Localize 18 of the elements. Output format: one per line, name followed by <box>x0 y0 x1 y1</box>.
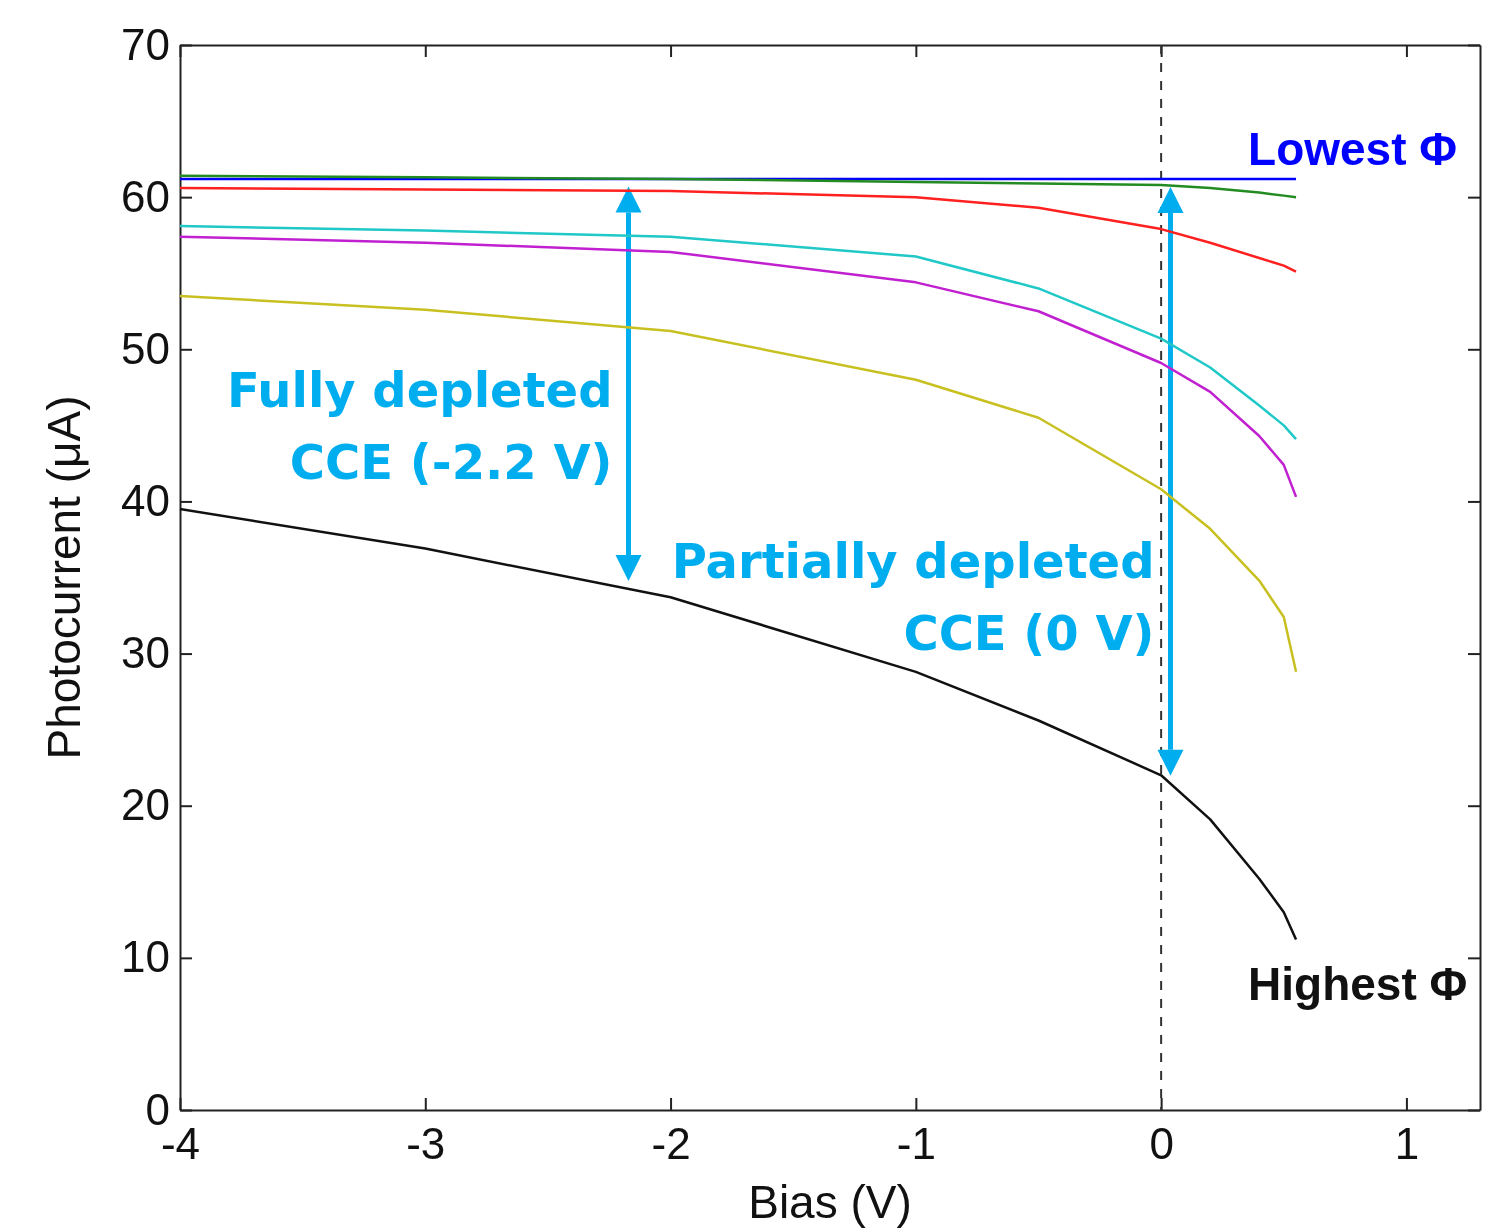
x-tick-label: -3 <box>406 1119 446 1169</box>
x-tick-label: 1 <box>1394 1119 1420 1169</box>
y-tick-label: 70 <box>121 19 170 69</box>
y-tick-label: 30 <box>121 628 170 678</box>
series-label: Lowest Φ <box>1248 122 1458 175</box>
y-tick-label: 10 <box>121 932 170 982</box>
y-tick-label: 60 <box>121 171 170 221</box>
x-axis-title: Bias (V) <box>748 1176 912 1228</box>
y-tick-label: 50 <box>121 323 170 373</box>
y-tick-label: 40 <box>121 476 170 526</box>
y-axis-title: Photocurrent (μA) <box>38 395 90 760</box>
x-tick-label: 0 <box>1149 1119 1174 1169</box>
x-tick-label: -2 <box>651 1119 691 1169</box>
series-label: Highest Φ <box>1248 957 1468 1010</box>
x-tick-label: -1 <box>896 1119 936 1169</box>
annotation: Partially depleted CCE (0 V) <box>671 532 1155 661</box>
y-tick-label: 20 <box>121 780 170 830</box>
annotation: Fully depleted CCE (-2.2 V) <box>226 362 613 491</box>
